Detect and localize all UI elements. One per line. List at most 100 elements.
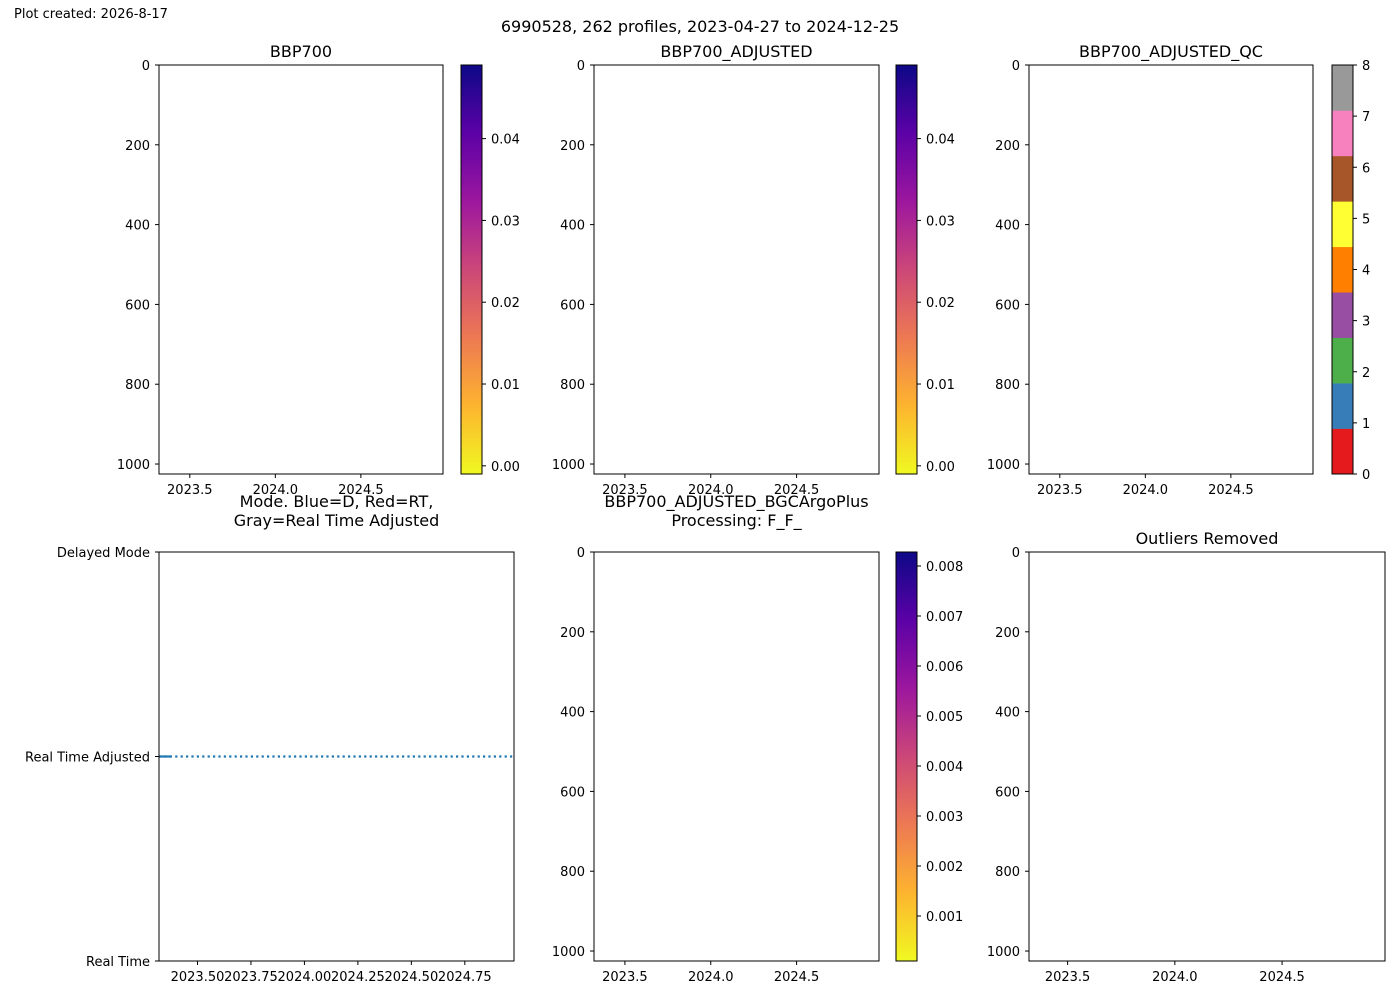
colorbar-tick-label: 5	[1362, 212, 1370, 227]
colorbar-tick-label: 0.02	[926, 296, 955, 311]
x-tick-label: 2024.50	[384, 970, 438, 985]
y-tick-label: 1000	[117, 458, 150, 473]
panel-title: BBP700	[270, 42, 332, 61]
x-tick-label: 2023.5	[602, 970, 648, 985]
axes-frame	[1028, 551, 1386, 962]
panel-6: 2023.5 2024.0 2024.5 0 200 400 600 800 1000 Outli…	[987, 529, 1386, 985]
x-tick-label: 2024.0	[1123, 483, 1169, 498]
colorbar-tick-label: 0.004	[926, 760, 963, 775]
x-tick-label: 2024.00	[278, 970, 332, 985]
colorbar: 0.00 0.01 0.02 0.03 0.04	[895, 64, 955, 475]
panel-5: 2023.5 2024.0 2024.5 0 200 400 600 800 1000 BBP70…	[552, 492, 963, 985]
qc-class-swatch	[1332, 383, 1353, 429]
panel-title: Processing: F_F_	[671, 511, 802, 531]
y-tick-label: 200	[125, 139, 150, 154]
x-tick-label: 2024.5	[774, 970, 820, 985]
panel-2: 2023.5 2024.0 2024.5 0 200 400 600 800 1000 BBP70…	[552, 42, 955, 498]
axes-frame	[593, 551, 880, 962]
y-tick-label: 200	[560, 626, 585, 641]
colorbar-tick-label: 0.03	[491, 214, 520, 229]
y-tick-label: 400	[560, 706, 585, 721]
qc-class-swatch	[1332, 155, 1353, 202]
colorbar-tick-label: 0.02	[491, 296, 520, 311]
plot-area	[1029, 552, 1385, 961]
panel-title: BBP700_ADJUSTED	[660, 42, 812, 62]
panel-1: 2023.5 2024.0 2024.5 0 200 400 600 800 1000 BBP70…	[117, 42, 520, 498]
y-tick-label: 800	[995, 378, 1020, 393]
x-tick-label: 2024.5	[1259, 970, 1305, 985]
colorbar-tick-label: 3	[1362, 315, 1370, 330]
y-tick-label: 200	[995, 626, 1020, 641]
axes-frame	[1028, 64, 1314, 475]
colorbar-gradient	[461, 65, 482, 474]
colorbar: 0.00 0.01 0.02 0.03 0.04	[460, 64, 520, 475]
panel-title: Gray=Real Time Adjusted	[234, 511, 440, 530]
qc-class-swatch	[1332, 292, 1353, 338]
colorbar-tick-label: 0.00	[926, 460, 955, 475]
colorbar-tick-label: 0.001	[926, 910, 963, 925]
colorbar-tick-label: 0.00	[491, 460, 520, 475]
y-tick-label: 800	[125, 378, 150, 393]
colorbar-gradient	[896, 552, 917, 961]
y-tick-label: 600	[125, 298, 150, 313]
x-tick-label: 2024.75	[438, 970, 492, 985]
colorbar-tick-label: 7	[1362, 110, 1370, 125]
y-tick-label: 0	[142, 59, 150, 74]
y-tick-label: 0	[577, 59, 585, 74]
y-tick-label: 800	[560, 378, 585, 393]
y-tick-label: 800	[995, 865, 1020, 880]
colorbar-tick-label: 0.03	[926, 214, 955, 229]
x-tick-label: 2024.5	[1208, 483, 1254, 498]
colorbar-tick-label: 2	[1362, 366, 1370, 381]
x-tick-label: 2023.5	[602, 483, 648, 498]
colorbar-tick-label: 8	[1362, 59, 1370, 74]
x-tick-label: 2024.5	[338, 483, 384, 498]
x-tick-label: 2024.5	[774, 483, 820, 498]
colorbar: 0 1 2 3 4 5 6 7 8	[1331, 59, 1370, 483]
y-tick-label: 1000	[552, 458, 585, 473]
axes-frame	[593, 64, 880, 475]
colorbar-tick-label: 0.01	[491, 378, 520, 393]
y-tick-label: 400	[560, 219, 585, 234]
panel-3: 2023.5 2024.0 2024.5 0 200 400 600 800 1000 BBP70…	[987, 42, 1370, 498]
y-tick-label: 0	[1012, 546, 1020, 561]
y-tick-label: 600	[995, 785, 1020, 800]
colorbar-tick-label: 0.04	[926, 133, 955, 148]
x-tick-label: 2023.5	[167, 483, 213, 498]
colorbar-tick-label: 6	[1362, 161, 1370, 176]
colorbar-tick-label: 0.04	[491, 133, 520, 148]
colorbar-tick-label: 0.005	[926, 710, 963, 725]
qc-class-swatch	[1332, 201, 1353, 248]
colorbar-tick-label: 4	[1362, 264, 1370, 279]
panel-title: BBP700_ADJUSTED_BGCArgoPlus	[604, 492, 868, 512]
plot-created-label: Plot created: 2026-8-17	[14, 7, 168, 22]
x-tick-label: 2023.50	[171, 970, 225, 985]
qc-class-swatch	[1332, 65, 1353, 111]
y-tick-label: 1000	[987, 945, 1020, 960]
colorbar-tick-label: 0.007	[926, 610, 963, 625]
colorbar-frame	[460, 64, 483, 475]
y-tick-label: 600	[995, 298, 1020, 313]
colorbar-tick-label: 0.008	[926, 560, 963, 575]
plot-area	[1029, 65, 1313, 474]
y-tick-label: 200	[995, 139, 1020, 154]
colorbar-frame	[895, 551, 918, 962]
qc-class-swatch	[1332, 110, 1353, 157]
plot-area	[159, 65, 443, 474]
y-tick-label: 1000	[987, 458, 1020, 473]
x-tick-label: 2024.0	[688, 970, 734, 985]
y-tick-label: 0	[1012, 59, 1020, 74]
y-tick-label: Real Time Adjusted	[25, 751, 150, 766]
qc-class-swatch	[1332, 246, 1353, 293]
y-tick-label: Delayed Mode	[57, 546, 150, 561]
x-tick-label: 2024.0	[253, 483, 299, 498]
plot-area	[594, 552, 879, 961]
y-tick-label: Real Time	[86, 955, 150, 970]
panel-title: Outliers Removed	[1136, 529, 1279, 548]
x-tick-label: 2024.0	[688, 483, 734, 498]
y-tick-label: 400	[995, 219, 1020, 234]
colorbar-tick-label: 0.01	[926, 378, 955, 393]
colorbar-tick-label: 0.003	[926, 810, 963, 825]
y-tick-label: 400	[995, 706, 1020, 721]
